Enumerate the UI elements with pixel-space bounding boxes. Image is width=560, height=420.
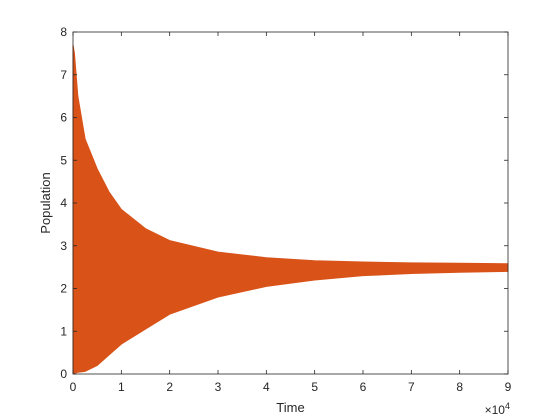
y-ticks: 0 1 2 3 4 5 6 7 8 — [60, 25, 508, 381]
x-tick-label-1: 1 — [118, 380, 125, 394]
y-tick-label-0: 0 — [60, 367, 67, 381]
y-tick-label-1: 1 — [60, 324, 67, 338]
x-tick-label-3: 3 — [215, 380, 222, 394]
plot-area: 0 1 2 3 4 5 6 7 8 9 0 1 2 3 4 5 6 7 8 — [60, 25, 511, 394]
y-axis-label: Population — [38, 172, 53, 233]
x-tick-label-4: 4 — [263, 380, 270, 394]
x-multiplier-exponent: 4 — [505, 401, 510, 411]
y-tick-label-6: 6 — [60, 111, 67, 125]
y-tick-label-8: 8 — [60, 25, 67, 39]
x-multiplier-base: ×10 — [485, 403, 506, 417]
y-tick-label-4: 4 — [60, 196, 67, 210]
x-tick-label-2: 2 — [166, 380, 173, 394]
x-tick-label-7: 7 — [408, 380, 415, 394]
x-tick-label-8: 8 — [456, 380, 463, 394]
x-tick-label-9: 9 — [505, 380, 512, 394]
y-tick-label-5: 5 — [60, 153, 67, 167]
x-axis-multiplier: ×104 — [485, 401, 510, 417]
x-tick-label-5: 5 — [311, 380, 318, 394]
x-ticks: 0 1 2 3 4 5 6 7 8 9 — [70, 32, 512, 394]
x-tick-label-6: 6 — [360, 380, 367, 394]
y-tick-label-3: 3 — [60, 239, 67, 253]
y-tick-label-2: 2 — [60, 282, 67, 296]
y-tick-label-7: 7 — [60, 68, 67, 82]
x-tick-label-0: 0 — [70, 380, 77, 394]
x-axis-label: Time — [276, 400, 304, 415]
